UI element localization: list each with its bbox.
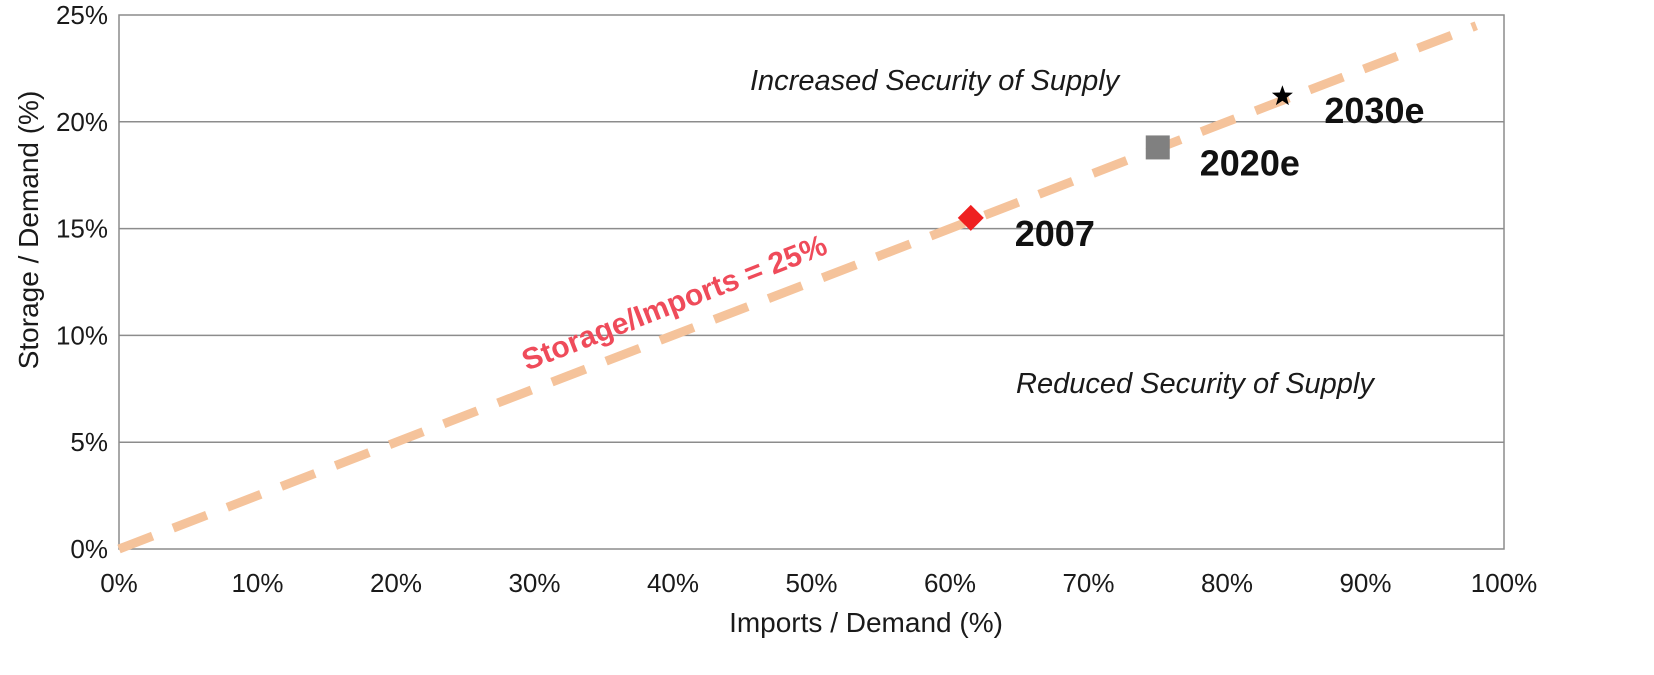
x-tick-label: 40%: [647, 568, 699, 598]
point-label-2030e: 2030e: [1324, 90, 1424, 131]
point-2007: [957, 204, 984, 231]
x-tick-label: 70%: [1062, 568, 1114, 598]
x-tick-label: 20%: [370, 568, 422, 598]
y-tick-label: 5%: [70, 427, 108, 457]
x-tick-label: 60%: [924, 568, 976, 598]
x-axis-title: Imports / Demand (%): [729, 607, 1003, 638]
upper-region-label: Increased Security of Supply: [750, 65, 1121, 97]
x-tick-labels: 0% 10% 20% 30% 40% 50% 60% 70% 80% 90% 100%: [100, 568, 1537, 598]
y-tick-label: 0%: [70, 534, 108, 564]
y-tick-label: 10%: [56, 320, 108, 350]
x-tick-label: 10%: [231, 568, 283, 598]
point-2030e: [1271, 85, 1293, 106]
data-points: [957, 85, 1293, 231]
reference-line: [117, 21, 1478, 554]
point-label-2007: 2007: [1015, 213, 1095, 254]
point-label-2020e: 2020e: [1200, 142, 1300, 183]
point-2020e: [1145, 135, 1170, 160]
y-tick-label: 20%: [56, 107, 108, 137]
y-tick-label: 25%: [56, 0, 108, 30]
gridlines: [119, 121, 1504, 443]
x-tick-label: 90%: [1339, 568, 1391, 598]
reference-line-path: [117, 21, 1478, 554]
x-tick-label: 30%: [508, 568, 560, 598]
x-tick-label: 100%: [1471, 568, 1538, 598]
x-tick-label: 50%: [785, 568, 837, 598]
x-tick-label: 0%: [100, 568, 138, 598]
data-point-labels: 2007 2020e 2030e: [1015, 90, 1425, 254]
y-axis-title: Storage / Demand (%): [13, 91, 44, 370]
lower-region-label: Reduced Security of Supply: [1016, 368, 1375, 400]
y-tick-label: 15%: [56, 214, 108, 244]
y-tick-labels: 0% 5% 10% 15% 20% 25%: [56, 0, 108, 564]
x-tick-label: 80%: [1201, 568, 1253, 598]
